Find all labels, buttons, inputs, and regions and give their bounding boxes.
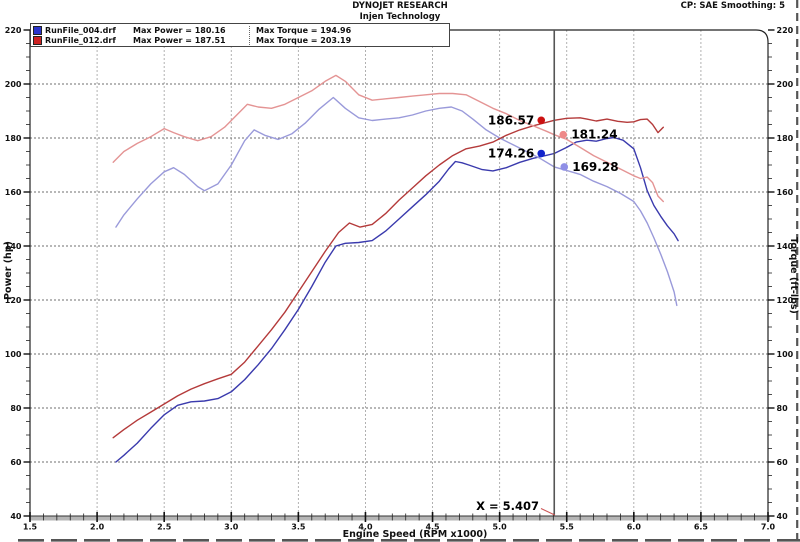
run-color-swatch [33, 35, 42, 45]
power-tick-label: 160 [5, 188, 22, 197]
x-tick-label: 5.5 [560, 523, 575, 532]
x-tick-label: 2.5 [157, 523, 172, 532]
legend-row: RunFile_004.drf Max Power = 180.16 Max Tor… [31, 25, 449, 35]
x-tick-label: 1.5 [23, 523, 38, 532]
torque-tick-label: 140 [777, 242, 794, 251]
run-legend: RunFile_004.drf Max Power = 180.16 Max Tor… [30, 23, 450, 47]
torque-tick-label: 220 [777, 26, 794, 35]
x-tick-label: 3.5 [291, 523, 306, 532]
power-tick-label: 200 [5, 80, 22, 89]
cursor-markers: 186.57 181.24 174.26 169.28 [488, 113, 619, 174]
app-subtitle: Injen Technology [359, 12, 441, 22]
torque-tick-label: 160 [777, 188, 794, 197]
marker-dot [537, 116, 546, 125]
torque-tick-label: 120 [777, 296, 794, 305]
run-curves [112, 74, 679, 463]
power-tick-label: 80 [10, 404, 22, 413]
torque-tick-label: 180 [777, 134, 794, 143]
power-tick-label: 120 [5, 296, 22, 305]
power-tick-label: 220 [5, 26, 22, 35]
curve-runfile-004-drf-power [115, 136, 679, 463]
torque-tick-label: 40 [777, 512, 789, 521]
legend-divider [249, 35, 250, 45]
cursor-pointer-line [540, 508, 555, 516]
marker-dot [537, 149, 546, 158]
grid [30, 30, 768, 516]
axis-ticks: 1.5 2.0 2.5 3.0 3.5 4.0 4.5 5.0 5.5 6.0 6.5 7.040 40… [5, 26, 794, 532]
x-tick-label: 5.0 [493, 523, 508, 532]
marker-value-label: 181.24 [571, 128, 617, 142]
x-tick-label: 3.0 [224, 523, 239, 532]
marker-dot [559, 130, 568, 139]
plot-frame [29, 29, 769, 516]
run-color-swatch [33, 25, 42, 35]
torque-axis-title: Torque (ft-lbs) [788, 237, 799, 314]
power-tick-label: 180 [5, 134, 22, 143]
x-tick-label: 4.0 [358, 523, 373, 532]
marker-dot [560, 163, 569, 171]
x-axis-band [29, 516, 770, 521]
smoothing-status: CP: SAE Smoothing: 5 [680, 1, 785, 11]
curve-runfile-012-drf-torque [112, 74, 664, 203]
power-tick-label: 60 [10, 458, 22, 467]
run-file-label: RunFile_012.drf [45, 35, 116, 45]
torque-tick-label: 60 [777, 458, 789, 467]
app-title: DYNOJET RESEARCH [352, 1, 448, 11]
power-axis-title: Power (hp) [3, 241, 14, 300]
torque-tick-label: 100 [777, 350, 794, 359]
rpm-axis-title: Engine Speed (RPM x1000) [342, 529, 488, 540]
marker-value-label: 174.26 [488, 146, 534, 160]
x-tick-label: 4.5 [425, 523, 440, 532]
x-tick-label: 6.0 [627, 523, 642, 532]
x-tick-label: 2.0 [90, 523, 105, 532]
power-tick-label: 40 [10, 512, 22, 521]
x-tick-label: 6.5 [694, 523, 709, 532]
curve-runfile-012-drf-power [112, 117, 664, 439]
legend-row: RunFile_012.drf Max Power = 187.51 Max Tor… [31, 35, 449, 45]
marker-value-label: 169.28 [572, 160, 618, 174]
max-power-label: Max Power = 180.16 [133, 25, 226, 35]
x-tick-label: 7.0 [761, 523, 776, 532]
torque-tick-label: 200 [777, 80, 794, 89]
max-torque-label: Max Torque = 194.96 [256, 25, 352, 35]
cursor-x-label: X = 5.407 [476, 499, 539, 513]
torque-tick-label: 80 [777, 404, 789, 413]
power-tick-label: 140 [5, 242, 22, 251]
curve-runfile-004-drf-torque [115, 96, 678, 307]
max-torque-label: Max Torque = 203.19 [256, 35, 352, 45]
run-file-label: RunFile_004.drf [45, 25, 116, 35]
legend-divider [249, 25, 250, 35]
power-tick-label: 100 [5, 350, 22, 359]
marker-value-label: 186.57 [488, 113, 534, 127]
max-power-label: Max Power = 187.51 [133, 35, 226, 45]
